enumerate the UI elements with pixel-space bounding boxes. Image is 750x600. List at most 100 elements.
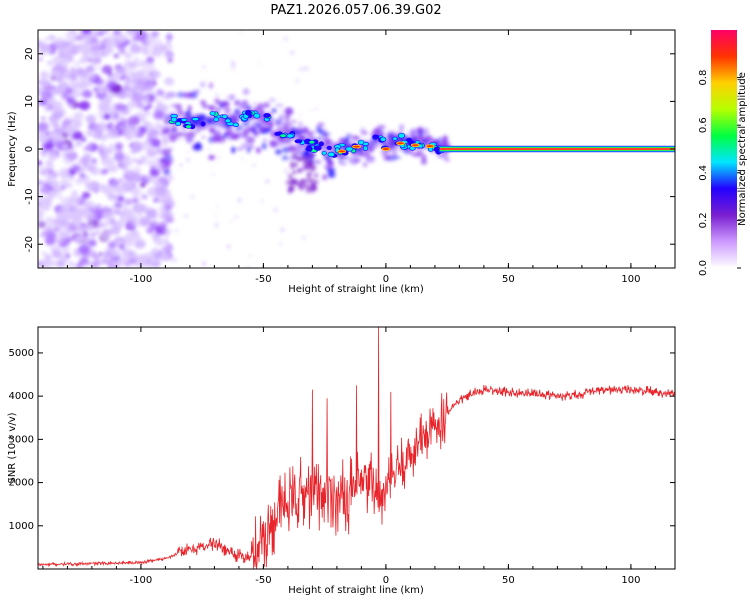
noise-blob xyxy=(102,97,112,105)
noise-blob xyxy=(82,89,93,99)
ridge-blob xyxy=(422,127,430,136)
noise-blob xyxy=(44,37,49,42)
noise-speck xyxy=(248,254,252,258)
ridge-core xyxy=(308,139,316,145)
noise-blob xyxy=(93,204,99,208)
ridge-tail-blob xyxy=(296,183,302,188)
noise-blob xyxy=(133,203,144,212)
ridge-core xyxy=(305,145,313,152)
ridge-core xyxy=(185,124,192,129)
noise-blob xyxy=(70,71,76,77)
noise-blob xyxy=(141,156,148,162)
ridge-blob xyxy=(239,105,248,109)
ridge-blob xyxy=(262,138,268,143)
noise-blob xyxy=(139,182,146,188)
noise-blob xyxy=(101,210,112,219)
ridge-halo xyxy=(161,81,451,194)
noise-blob xyxy=(128,223,134,228)
spectrogram-x-tick-label: 100 xyxy=(621,274,640,285)
noise-blob xyxy=(125,86,131,91)
noise-blob xyxy=(93,254,101,261)
ridge-blob xyxy=(269,139,278,148)
ridge-tail-blob xyxy=(302,157,308,162)
noise-blob xyxy=(71,145,77,149)
noise-blob xyxy=(103,159,116,170)
noise-blob xyxy=(125,181,133,189)
noise-speck xyxy=(302,235,306,240)
noise-blob xyxy=(65,222,70,227)
ridge-blob xyxy=(208,82,214,89)
ridge-core xyxy=(357,139,365,145)
noise-blob xyxy=(138,62,144,67)
ridge-blob xyxy=(163,150,169,155)
noise-blob xyxy=(71,165,80,173)
noise-blob xyxy=(110,259,122,268)
ridge-blob xyxy=(221,133,229,138)
noise-blob xyxy=(113,152,125,162)
noise-blob xyxy=(134,88,142,95)
ridge-hotspot xyxy=(337,149,347,154)
noise-blob xyxy=(158,221,168,229)
ridge-core xyxy=(327,151,336,158)
ridge-core xyxy=(294,139,303,144)
snr-x-axis-label: Height of straight line (km) xyxy=(288,585,424,596)
noise-blob xyxy=(111,179,121,188)
noise-blob xyxy=(150,168,157,175)
noise-blob xyxy=(133,166,142,174)
ridge-blob xyxy=(240,134,250,139)
ridge-blob xyxy=(208,155,216,160)
noise-blob xyxy=(90,42,97,47)
noise-blob xyxy=(163,227,172,234)
ridge-blob xyxy=(388,136,394,145)
ridge-blob xyxy=(342,155,350,160)
noise-blob xyxy=(50,88,59,96)
ridge-tail-blob xyxy=(285,180,291,185)
ridge-blob xyxy=(195,141,202,149)
noise-blob xyxy=(66,224,77,234)
ridge-core xyxy=(213,117,220,122)
noise-blob xyxy=(40,152,48,158)
ridge-blob xyxy=(249,144,255,150)
noise-blob xyxy=(83,146,90,152)
snr-panel: -100 -50 0 50 100 1000 2000 3000 4000 5000 Height… xyxy=(7,326,676,596)
noise-speck xyxy=(179,163,183,168)
spectrogram-y-tick-label: 10 xyxy=(24,95,35,108)
snr-y-tick-label: 5000 xyxy=(9,348,34,359)
ridge-blob xyxy=(162,128,171,134)
noise-blob xyxy=(150,30,160,38)
ridge-tail-blob xyxy=(306,173,312,178)
noise-blob xyxy=(55,237,65,246)
snr-x-tick-label: -50 xyxy=(255,575,271,586)
noise-blob xyxy=(167,31,172,36)
ridge-blob xyxy=(261,142,267,150)
noise-blob xyxy=(40,116,46,121)
noise-blob xyxy=(164,119,170,124)
noise-blob xyxy=(107,80,117,90)
noise-blob xyxy=(132,70,144,80)
noise-blob xyxy=(134,94,143,102)
noise-blob xyxy=(67,261,75,267)
noise-speck xyxy=(214,214,217,217)
noise-blob xyxy=(39,259,51,268)
ridge-blob xyxy=(245,105,251,109)
ridge-blob xyxy=(259,127,267,132)
noise-blob xyxy=(84,181,94,189)
noise-blob xyxy=(73,119,83,127)
noise-blob xyxy=(138,30,145,34)
noise-blob xyxy=(39,232,46,238)
ridge-core xyxy=(221,114,228,119)
snr-y-tick-label: 3000 xyxy=(9,434,34,445)
ridge-blob xyxy=(234,129,241,135)
ridge-blob xyxy=(200,81,206,88)
ridge-tail-blob xyxy=(305,188,311,193)
noise-speck xyxy=(304,66,309,71)
ridge-blob xyxy=(278,114,285,122)
noise-blob xyxy=(149,223,154,228)
noise-blob xyxy=(165,105,170,109)
noise-blob xyxy=(41,171,46,175)
noise-blob xyxy=(98,88,103,93)
noise-blob xyxy=(87,239,97,247)
noise-blob xyxy=(115,144,123,151)
noise-blob xyxy=(98,252,103,256)
